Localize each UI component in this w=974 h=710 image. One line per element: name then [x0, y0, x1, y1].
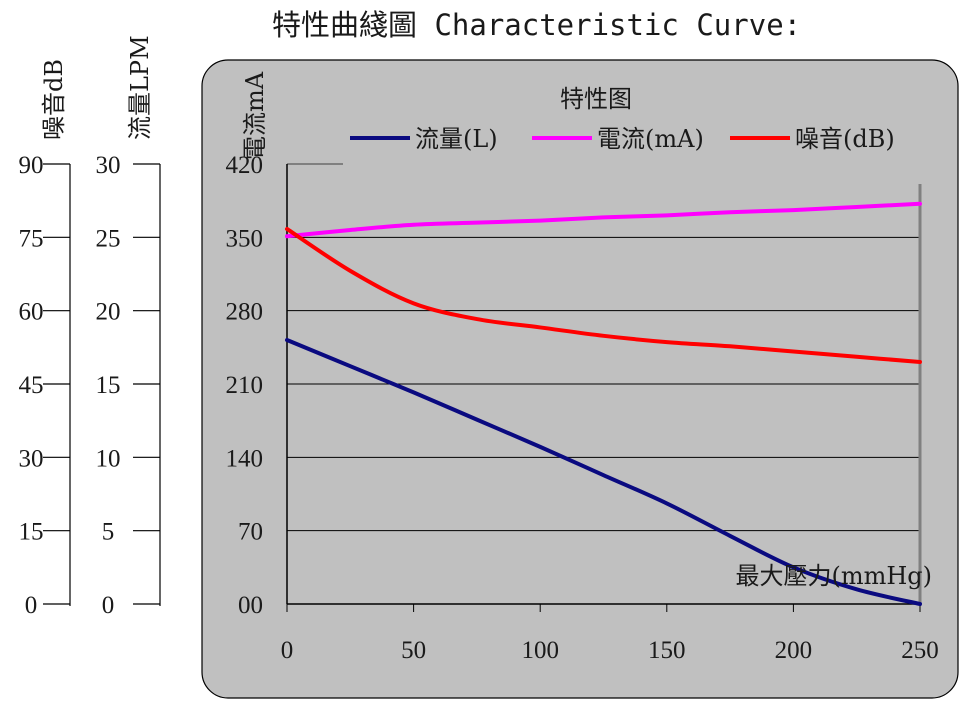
x-tick-label: 250	[901, 637, 939, 664]
y-tick-label: 210	[226, 372, 264, 399]
secondary-axis-title-noise: 噪音dB	[40, 59, 68, 140]
legend-label-current: 電流(mA)	[597, 125, 704, 153]
secondary-tick-label-flow: 15	[96, 372, 121, 399]
x-tick-label: 50	[401, 637, 426, 664]
series-line-current	[285, 201, 922, 239]
x-tick-label: 200	[775, 637, 813, 664]
secondary-tick-label-noise: 0	[25, 592, 38, 619]
secondary-tick-label-flow: 5	[102, 519, 115, 546]
y-tick-label: 420	[226, 152, 264, 179]
y-tick-label: 350	[226, 225, 264, 252]
x-tick-label: 100	[521, 637, 559, 664]
secondary-tick-label-noise: 75	[19, 225, 44, 252]
secondary-tick-label-flow: 10	[96, 445, 121, 472]
secondary-axis-title-flow: 流量LPM	[126, 35, 154, 140]
secondary-tick-label-noise: 45	[19, 372, 44, 399]
x-axis-title: 最大壓力(mmHg)	[735, 562, 932, 590]
x-tick-label: 0	[281, 637, 294, 664]
secondary-tick-label-noise: 15	[19, 519, 44, 546]
x-tick-label: 150	[648, 637, 686, 664]
secondary-tick-label-flow: 25	[96, 225, 121, 252]
chart-title: 特性图	[560, 85, 632, 113]
legend: 流量(L) 電流(mA) 噪音(dB)	[350, 125, 895, 153]
y-tick-label: 00	[238, 592, 263, 619]
y-axis-title: 電流mA	[241, 71, 269, 160]
secondary-tick-label-noise: 30	[19, 445, 44, 472]
secondary-tick-label-flow: 20	[96, 299, 121, 326]
legend-label-noise: 噪音(dB)	[795, 125, 895, 153]
y-tick-label: 70	[238, 519, 263, 546]
series-line-flow	[285, 338, 922, 606]
secondary-tick-label-flow: 30	[96, 152, 121, 179]
secondary-tick-label-flow: 0	[102, 592, 115, 619]
y-tick-label: 280	[226, 299, 264, 326]
series-line-noise	[285, 226, 922, 364]
series-lines	[285, 201, 922, 606]
axes	[286, 164, 922, 612]
tick-labels: 00 70 140 210 280 350 420 0 50 100 150 200 250	[226, 152, 939, 664]
secondary-tick-label-noise: 90	[19, 152, 44, 179]
secondary-tick-label-noise: 60	[19, 299, 44, 326]
y-tick-label: 140	[226, 445, 264, 472]
page-title: 特性曲綫圖 Characteristic Curve:	[272, 8, 802, 42]
plot-panel	[201, 59, 959, 699]
legend-label-flow: 流量(L)	[415, 125, 498, 153]
